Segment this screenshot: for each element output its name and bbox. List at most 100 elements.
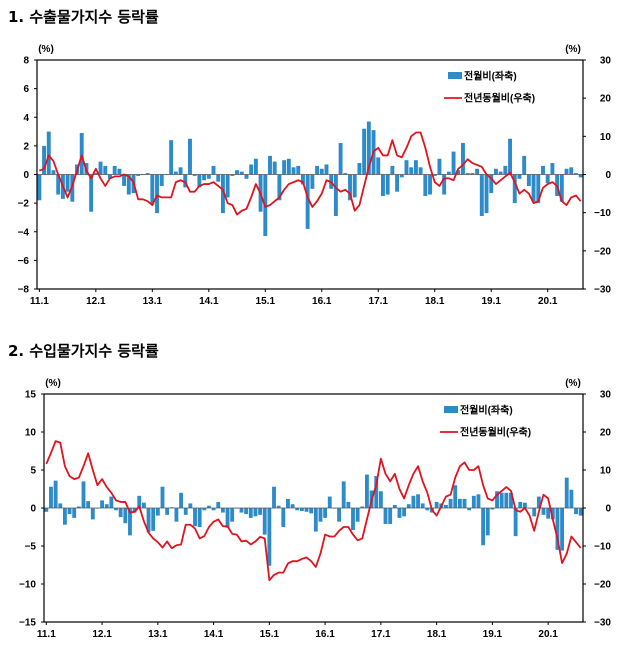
- bar: [351, 508, 355, 531]
- bar: [493, 168, 498, 175]
- bar: [216, 501, 221, 508]
- bar: [578, 174, 583, 178]
- y-right-tick-label: 10: [600, 132, 612, 143]
- bar: [98, 161, 103, 175]
- bar: [112, 165, 117, 175]
- legend-bar-swatch: [448, 72, 462, 79]
- x-tick-label: 15.1: [256, 296, 276, 307]
- bar: [58, 503, 63, 508]
- bar: [573, 173, 578, 175]
- bar: [569, 489, 574, 508]
- bar: [104, 504, 109, 508]
- bar: [442, 174, 447, 195]
- bar: [276, 505, 281, 508]
- chart-1-title: 1. 수출물가지수 등락률: [8, 8, 159, 26]
- bar: [388, 508, 393, 524]
- bar: [327, 496, 332, 508]
- y-left-tick-label: 5: [30, 466, 36, 477]
- bar: [183, 174, 188, 188]
- bar: [122, 174, 127, 186]
- bar: [291, 167, 296, 175]
- bar: [141, 502, 146, 508]
- bar: [258, 508, 262, 515]
- bar: [411, 495, 416, 508]
- bar: [277, 174, 282, 201]
- bar: [465, 173, 470, 175]
- bar: [461, 143, 465, 175]
- bar: [352, 174, 357, 198]
- x-tick-label: 18.1: [427, 629, 447, 640]
- bar: [192, 174, 197, 176]
- x-tick-label: 20.1: [538, 296, 558, 307]
- chart-2: −15 −10 −5 0 5 10 15 −30 −20 −10 0 10 20 30 (%) (%) 11.1…: [19, 378, 611, 640]
- bar: [310, 174, 315, 189]
- y-left-tick-label: 8: [23, 56, 29, 67]
- bar: [286, 158, 291, 175]
- bar: [453, 485, 458, 508]
- bar: [508, 138, 512, 175]
- y-right-tick-label: 10: [600, 466, 612, 477]
- left-axis-unit: (%): [38, 44, 54, 55]
- bar: [526, 174, 531, 186]
- y-left-tick-label: −5: [25, 542, 37, 553]
- bar: [404, 160, 409, 175]
- bar: [462, 498, 467, 508]
- bar: [267, 508, 272, 566]
- bar: [341, 481, 346, 508]
- bar: [475, 168, 480, 175]
- bar: [383, 508, 388, 524]
- bar: [420, 503, 425, 508]
- y-right-tick-label: 30: [600, 390, 612, 401]
- bar: [546, 508, 551, 519]
- bar: [244, 174, 249, 179]
- bar: [569, 167, 574, 175]
- bar: [471, 495, 476, 508]
- bar: [536, 496, 541, 508]
- legend-line-label: 전년동월비(우축): [460, 426, 531, 439]
- bar: [93, 173, 98, 175]
- bar: [323, 508, 328, 518]
- bar: [165, 508, 170, 515]
- bar: [503, 165, 508, 175]
- bar: [564, 477, 569, 508]
- bar: [428, 174, 432, 195]
- x-tick-label: 17.1: [369, 296, 389, 307]
- bar: [248, 508, 253, 518]
- bar: [244, 508, 249, 515]
- bar: [545, 174, 550, 184]
- bar: [65, 174, 70, 192]
- bar: [296, 165, 301, 175]
- y-left-tick-label: −2: [18, 199, 30, 210]
- line-series: [45, 440, 582, 582]
- bar: [409, 167, 414, 175]
- y-left-tick-label: −10: [19, 580, 36, 591]
- x-tick-label: 16.1: [312, 296, 332, 307]
- bar: [272, 161, 277, 175]
- x-tick-label: 13.1: [143, 296, 163, 307]
- right-axis-unit: (%): [565, 378, 581, 389]
- bar: [169, 140, 174, 175]
- y-right-tick-label: 20: [600, 94, 612, 105]
- legend-bar-swatch: [444, 406, 458, 413]
- bar: [160, 486, 165, 508]
- y-left-tick-label: 4: [23, 113, 29, 124]
- bar: [362, 128, 367, 175]
- bar: [202, 174, 207, 181]
- x-tick-label: 19.1: [481, 296, 501, 307]
- bar: [128, 508, 132, 536]
- bar: [51, 170, 56, 175]
- bar: [395, 174, 400, 192]
- bar: [337, 508, 341, 522]
- y-right-tick-label: −10: [594, 208, 611, 219]
- bar: [53, 480, 58, 508]
- bar: [56, 174, 61, 195]
- bar: [360, 506, 365, 508]
- bar: [484, 174, 489, 214]
- bar: [418, 167, 423, 175]
- legend-line-label: 전년동월비(우축): [464, 92, 535, 105]
- bar: [346, 501, 351, 508]
- bar: [282, 160, 287, 175]
- bar: [220, 174, 225, 214]
- bar: [262, 508, 267, 535]
- bar: [216, 174, 221, 182]
